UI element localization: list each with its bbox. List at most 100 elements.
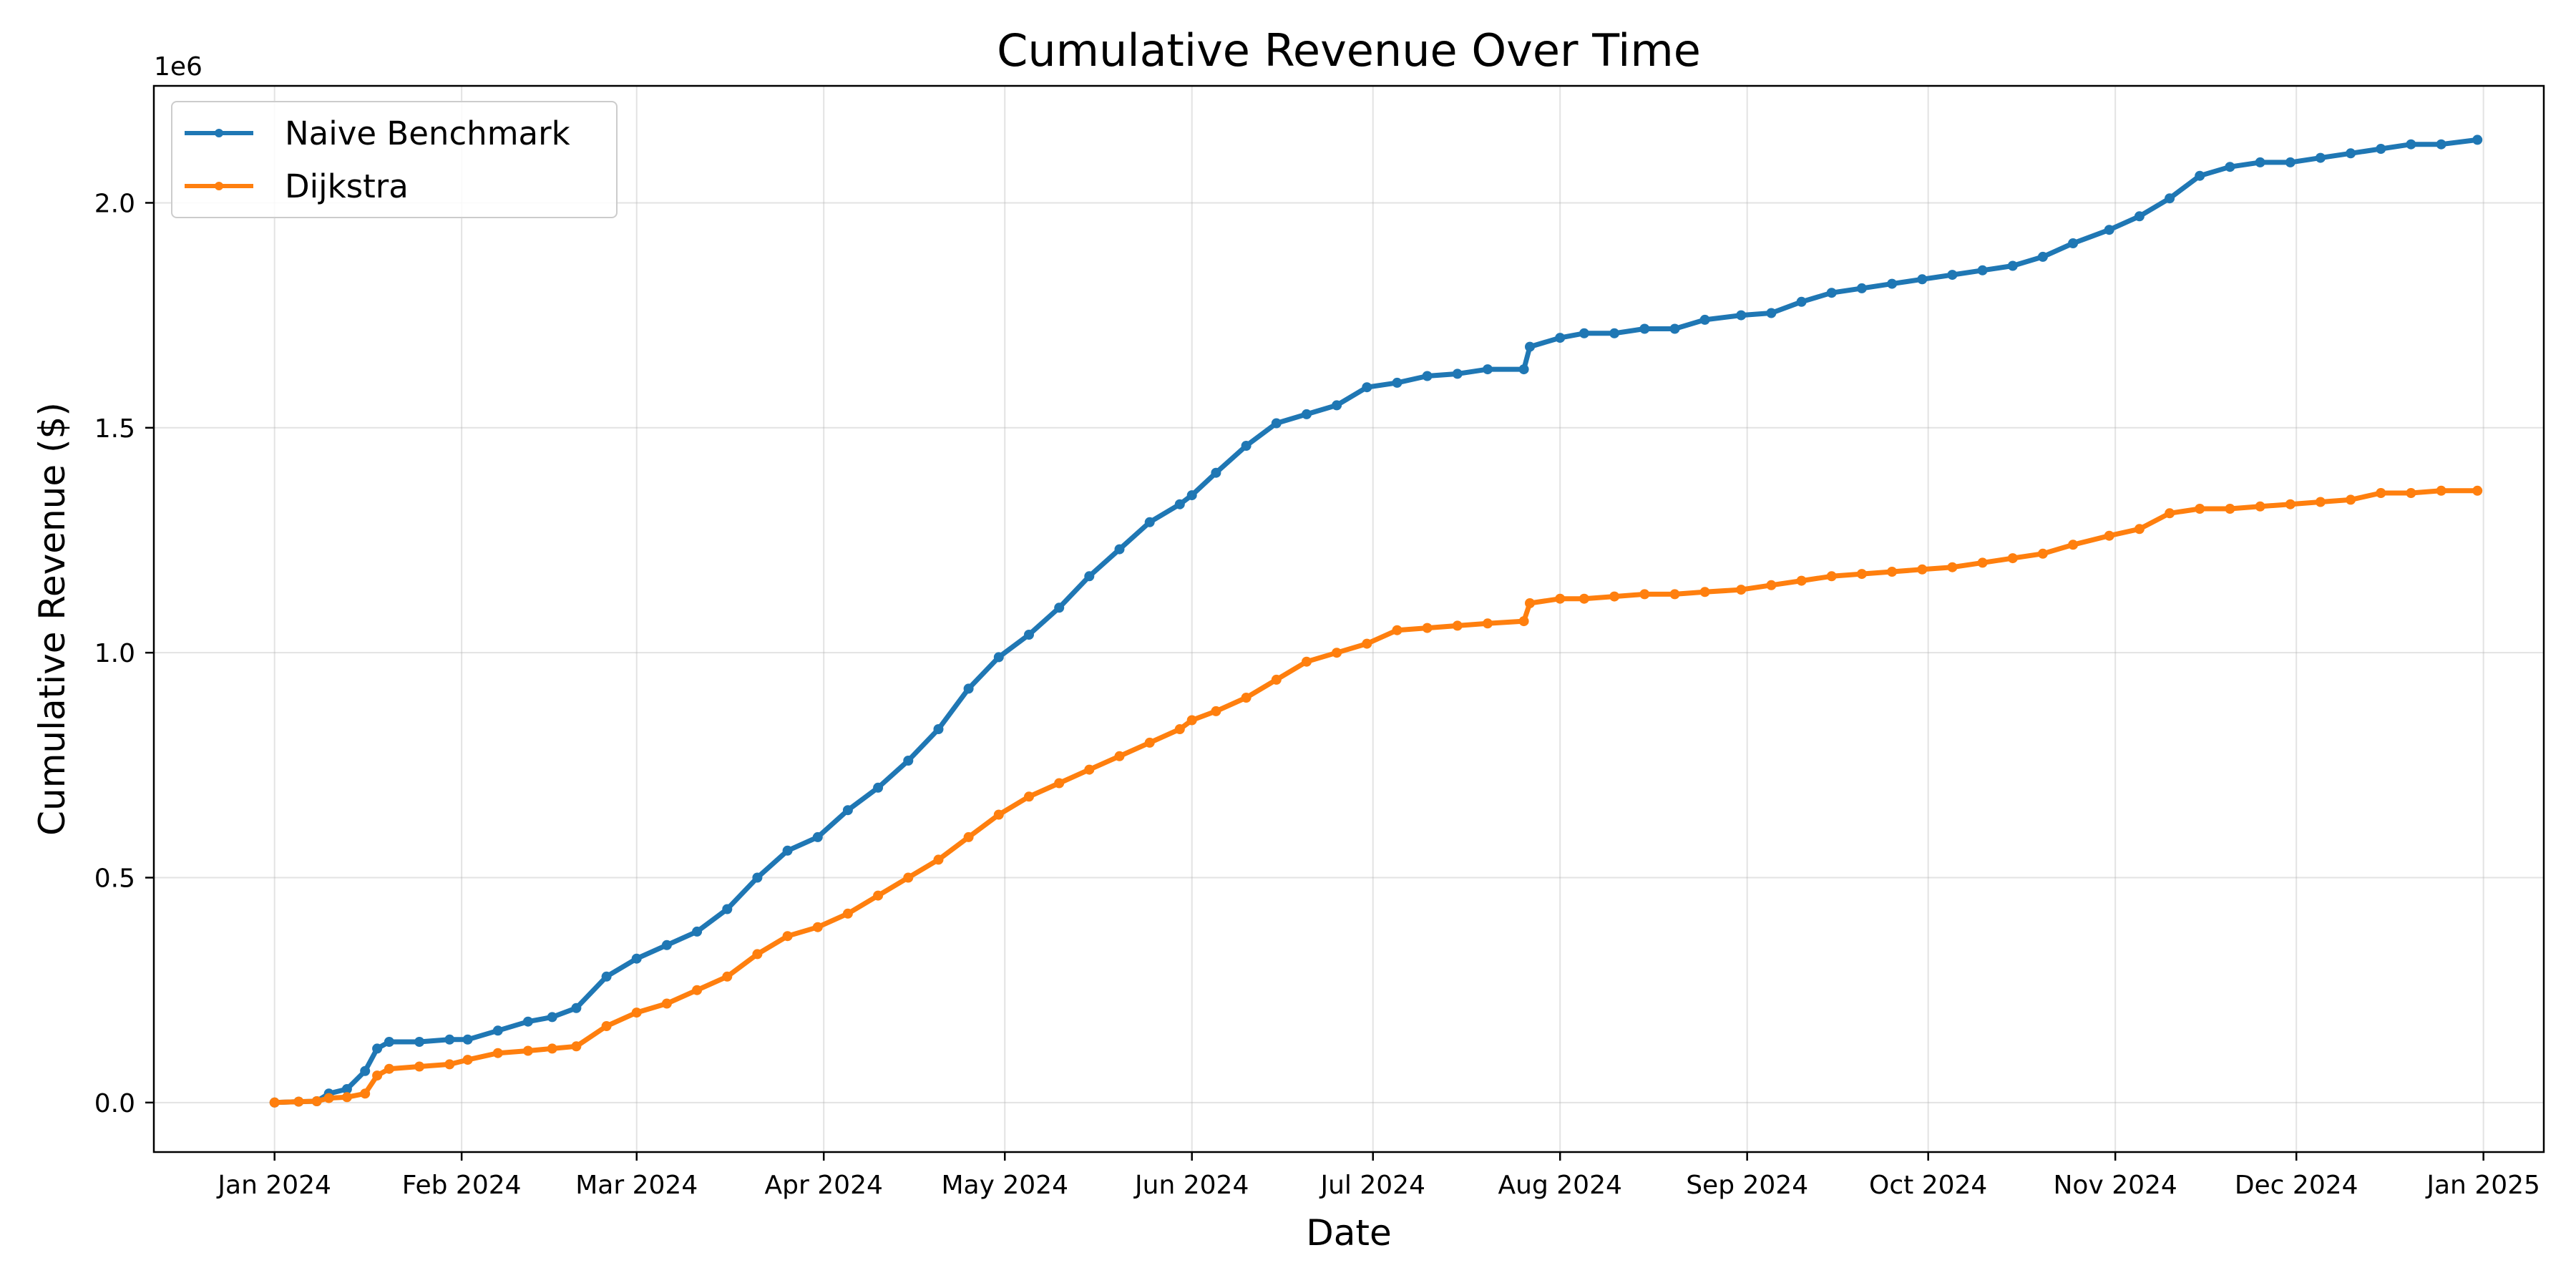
data-point-dijkstra — [1422, 623, 1433, 633]
y-tick-label: 1.0 — [94, 639, 135, 668]
data-point-naive-benchmark — [1579, 328, 1589, 338]
data-point-naive-benchmark — [2255, 157, 2265, 167]
legend-marker-naive-benchmark — [215, 129, 223, 137]
data-point-dijkstra — [1302, 656, 1312, 667]
data-point-naive-benchmark — [692, 926, 703, 937]
x-tick-label: Oct 2024 — [1869, 1171, 1987, 1200]
data-point-naive-benchmark — [1084, 571, 1095, 582]
legend-label-dijkstra: Dijkstra — [285, 167, 409, 205]
data-point-naive-benchmark — [1422, 371, 1433, 381]
data-point-dijkstra — [2472, 485, 2483, 496]
data-point-dijkstra — [2104, 530, 2114, 541]
data-point-dijkstra — [293, 1096, 304, 1107]
data-point-naive-benchmark — [1392, 377, 1402, 388]
data-point-dijkstra — [2255, 501, 2265, 512]
data-point-dijkstra — [1483, 618, 1493, 629]
data-point-naive-benchmark — [963, 683, 974, 694]
data-point-dijkstra — [2285, 499, 2296, 509]
data-point-dijkstra — [522, 1045, 533, 1056]
data-point-dijkstra — [1669, 589, 1680, 600]
data-point-dijkstra — [1796, 575, 1807, 586]
legend-marker-dijkstra — [215, 182, 223, 190]
data-point-naive-benchmark — [2225, 162, 2235, 172]
data-point-naive-benchmark — [1887, 278, 1898, 289]
data-point-dijkstra — [2376, 488, 2386, 498]
data-point-naive-benchmark — [2037, 251, 2048, 262]
data-point-naive-benchmark — [1186, 490, 1197, 501]
data-point-dijkstra — [414, 1061, 425, 1072]
data-point-dijkstra — [782, 931, 793, 942]
data-point-dijkstra — [2406, 488, 2416, 498]
data-point-dijkstra — [1826, 571, 1837, 582]
data-point-dijkstra — [2315, 497, 2326, 507]
data-point-dijkstra — [1639, 589, 1650, 600]
x-tick-label: Sep 2024 — [1686, 1171, 1808, 1200]
plot-frame — [152, 84, 2545, 1153]
data-point-naive-benchmark — [2376, 144, 2386, 154]
data-point-dijkstra — [692, 985, 703, 995]
data-point-dijkstra — [842, 908, 853, 919]
data-point-dijkstra — [1054, 778, 1065, 789]
data-point-dijkstra — [1525, 598, 1535, 608]
x-tick-label: Jul 2024 — [1319, 1171, 1425, 1200]
data-point-dijkstra — [1555, 593, 1566, 604]
data-point-naive-benchmark — [1302, 409, 1312, 419]
data-point-naive-benchmark — [782, 845, 793, 856]
data-point-naive-benchmark — [1525, 341, 1535, 352]
x-tick-label: Jun 2024 — [1133, 1171, 1249, 1200]
data-point-naive-benchmark — [1856, 283, 1867, 293]
y-tick-label: 0.5 — [94, 864, 135, 893]
data-point-naive-benchmark — [933, 724, 944, 734]
data-point-dijkstra — [2436, 485, 2446, 496]
legend-frame — [171, 101, 618, 218]
data-point-naive-benchmark — [2315, 152, 2326, 163]
data-point-dijkstra — [1362, 638, 1372, 649]
data-point-naive-benchmark — [1639, 323, 1650, 334]
y-offset-label: 1e6 — [154, 52, 203, 82]
data-point-naive-benchmark — [1669, 323, 1680, 334]
data-point-dijkstra — [1766, 580, 1777, 590]
data-point-naive-benchmark — [2165, 193, 2175, 204]
data-point-dijkstra — [2346, 494, 2356, 505]
data-point-naive-benchmark — [1917, 274, 1928, 285]
x-tick-label: Nov 2024 — [2053, 1171, 2177, 1200]
data-point-dijkstra — [571, 1041, 582, 1052]
data-point-naive-benchmark — [444, 1034, 455, 1045]
series-layer — [269, 135, 2483, 1108]
data-point-dijkstra — [722, 971, 733, 982]
data-point-dijkstra — [323, 1093, 334, 1103]
data-point-dijkstra — [360, 1088, 371, 1099]
data-point-dijkstra — [2134, 524, 2145, 535]
data-point-dijkstra — [1518, 616, 1529, 627]
x-tick-label: Mar 2024 — [575, 1171, 698, 1200]
data-point-naive-benchmark — [601, 971, 612, 982]
x-tick-label: Jan 2024 — [216, 1171, 331, 1200]
data-point-dijkstra — [1186, 715, 1197, 726]
data-point-naive-benchmark — [1114, 544, 1125, 555]
data-point-naive-benchmark — [1452, 369, 1463, 379]
data-point-naive-benchmark — [1362, 382, 1372, 393]
data-point-naive-benchmark — [722, 904, 733, 914]
data-point-naive-benchmark — [903, 756, 914, 766]
chart-title: Cumulative Revenue Over Time — [997, 24, 1701, 77]
data-point-dijkstra — [631, 1008, 642, 1018]
data-point-dijkstra — [1452, 620, 1463, 631]
data-point-naive-benchmark — [1609, 328, 1620, 338]
data-point-naive-benchmark — [1174, 499, 1185, 509]
data-point-naive-benchmark — [571, 1002, 582, 1013]
x-tick-label: Jan 2025 — [2425, 1171, 2540, 1200]
data-point-dijkstra — [384, 1063, 394, 1074]
data-point-naive-benchmark — [2346, 148, 2356, 159]
data-point-naive-benchmark — [812, 831, 823, 842]
data-point-naive-benchmark — [873, 782, 884, 793]
data-point-dijkstra — [547, 1043, 557, 1054]
data-point-naive-benchmark — [341, 1084, 352, 1094]
y-axis-label: Cumulative Revenue ($) — [31, 402, 73, 836]
data-point-naive-benchmark — [1736, 310, 1747, 321]
series-dijkstra — [269, 485, 2483, 1108]
legend-label-naive-benchmark: Naive Benchmark — [285, 114, 570, 152]
grid — [154, 86, 2544, 1152]
data-point-dijkstra — [933, 854, 944, 865]
data-point-naive-benchmark — [372, 1043, 383, 1054]
data-point-dijkstra — [1024, 791, 1034, 802]
